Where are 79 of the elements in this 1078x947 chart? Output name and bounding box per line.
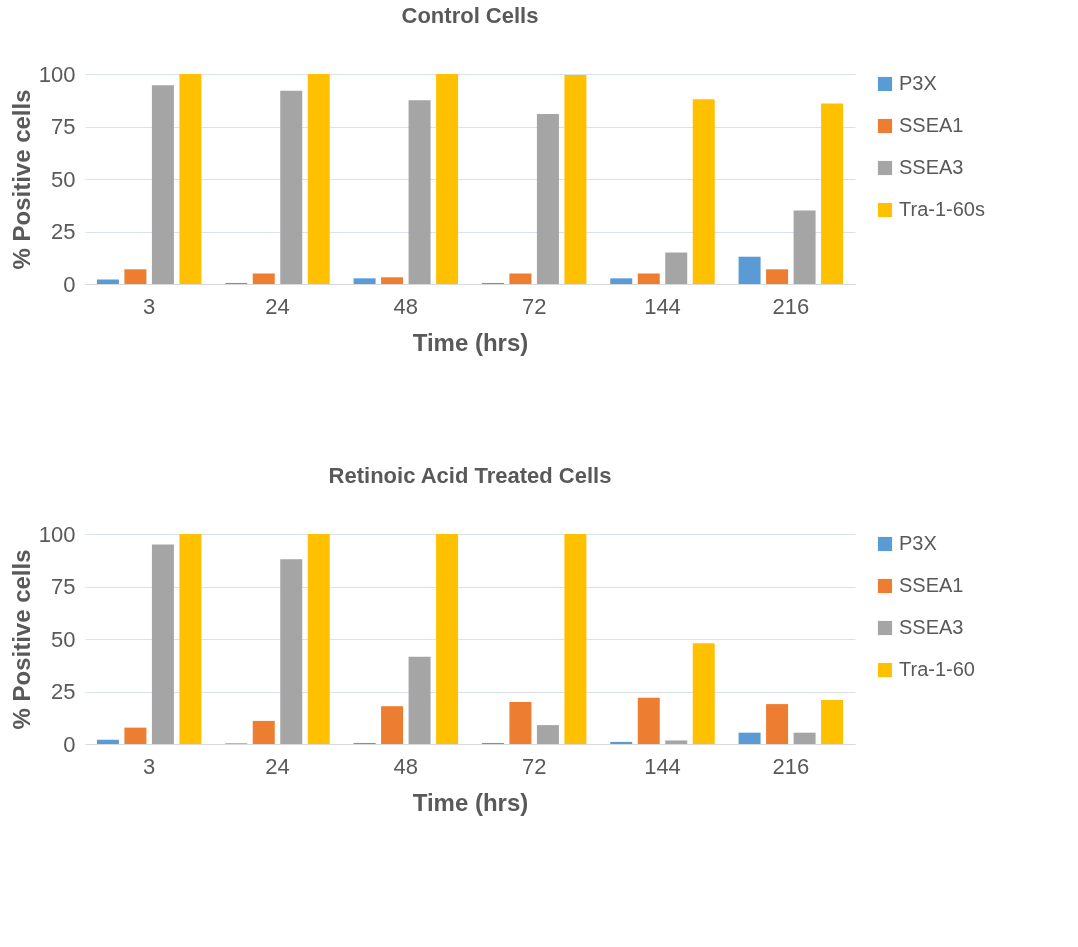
bar bbox=[766, 269, 789, 284]
legend-label: SSEA3 bbox=[899, 616, 964, 638]
x-tick-label: 48 bbox=[393, 753, 419, 779]
legend-label: SSEA1 bbox=[899, 114, 964, 136]
bar bbox=[280, 90, 303, 284]
bar bbox=[252, 273, 275, 284]
legend-label: SSEA1 bbox=[899, 574, 964, 596]
bar bbox=[436, 534, 459, 744]
bar bbox=[793, 732, 816, 744]
x-axis-title: Time (hrs) bbox=[412, 788, 529, 816]
x-tick-label: 24 bbox=[265, 753, 290, 779]
y-axis-title: % Positive cells bbox=[7, 89, 35, 270]
bar bbox=[821, 103, 844, 284]
y-tick-label: 50 bbox=[51, 626, 76, 652]
x-tick-label: 72 bbox=[521, 753, 547, 779]
bar bbox=[436, 74, 459, 284]
bar bbox=[637, 273, 660, 284]
bar bbox=[509, 273, 532, 284]
y-tick-label: 75 bbox=[51, 114, 76, 139]
x-tick-label: 216 bbox=[772, 753, 810, 779]
legend-label: Tra-1-60 bbox=[899, 658, 975, 680]
bar bbox=[692, 99, 715, 284]
y-tick-label: 0 bbox=[63, 731, 76, 757]
x-tick-label: 72 bbox=[521, 293, 547, 319]
x-tick-label: 144 bbox=[644, 753, 681, 779]
x-tick-label: 144 bbox=[644, 293, 681, 319]
bar bbox=[665, 252, 688, 284]
bar bbox=[96, 279, 119, 284]
y-axis-title: % Positive cells bbox=[7, 549, 35, 730]
bar bbox=[692, 643, 715, 744]
chart-title: Retinoic Acid Treated Cells bbox=[328, 463, 612, 488]
bar bbox=[381, 277, 404, 284]
bar bbox=[564, 75, 587, 284]
bar bbox=[766, 704, 789, 744]
bar bbox=[124, 727, 147, 744]
x-tick-label: 48 bbox=[393, 293, 419, 319]
bar bbox=[151, 85, 174, 284]
chart-title: Control Cells bbox=[401, 3, 539, 28]
bar bbox=[536, 725, 559, 744]
bar bbox=[637, 697, 660, 744]
legend-label: P3X bbox=[899, 532, 937, 554]
bar bbox=[96, 739, 119, 744]
bar bbox=[408, 656, 431, 744]
x-tick-label: 3 bbox=[143, 293, 156, 319]
bar bbox=[509, 702, 532, 744]
bar bbox=[738, 256, 761, 284]
legend-label: Tra-1-60s bbox=[899, 198, 985, 220]
bar bbox=[564, 534, 587, 744]
y-tick-label: 25 bbox=[51, 679, 76, 704]
x-tick-label: 24 bbox=[265, 293, 290, 319]
bar bbox=[610, 278, 633, 284]
y-tick-label: 75 bbox=[51, 574, 76, 599]
bar bbox=[124, 269, 147, 284]
y-tick-label: 100 bbox=[38, 521, 76, 547]
x-tick-label: 216 bbox=[772, 293, 810, 319]
bar bbox=[252, 720, 275, 744]
bar bbox=[536, 113, 559, 284]
bar bbox=[353, 278, 376, 284]
bar bbox=[665, 740, 688, 744]
legend-label: P3X bbox=[899, 72, 937, 94]
bar bbox=[610, 741, 633, 744]
bar bbox=[793, 210, 816, 284]
x-axis-title: Time (hrs) bbox=[412, 328, 529, 356]
y-tick-label: 0 bbox=[63, 271, 76, 297]
bar bbox=[280, 559, 303, 744]
bar bbox=[307, 74, 330, 284]
x-tick-label: 3 bbox=[143, 753, 156, 779]
bar bbox=[381, 706, 404, 744]
bar bbox=[738, 732, 761, 744]
bar bbox=[307, 534, 330, 744]
y-tick-label: 100 bbox=[38, 61, 76, 87]
bar bbox=[408, 100, 431, 284]
y-tick-label: 50 bbox=[51, 166, 76, 192]
y-tick-label: 25 bbox=[51, 219, 76, 244]
legend-label: SSEA3 bbox=[899, 156, 964, 178]
bar bbox=[151, 544, 174, 744]
bar bbox=[821, 699, 844, 744]
bar bbox=[179, 534, 202, 744]
bar bbox=[179, 74, 202, 284]
